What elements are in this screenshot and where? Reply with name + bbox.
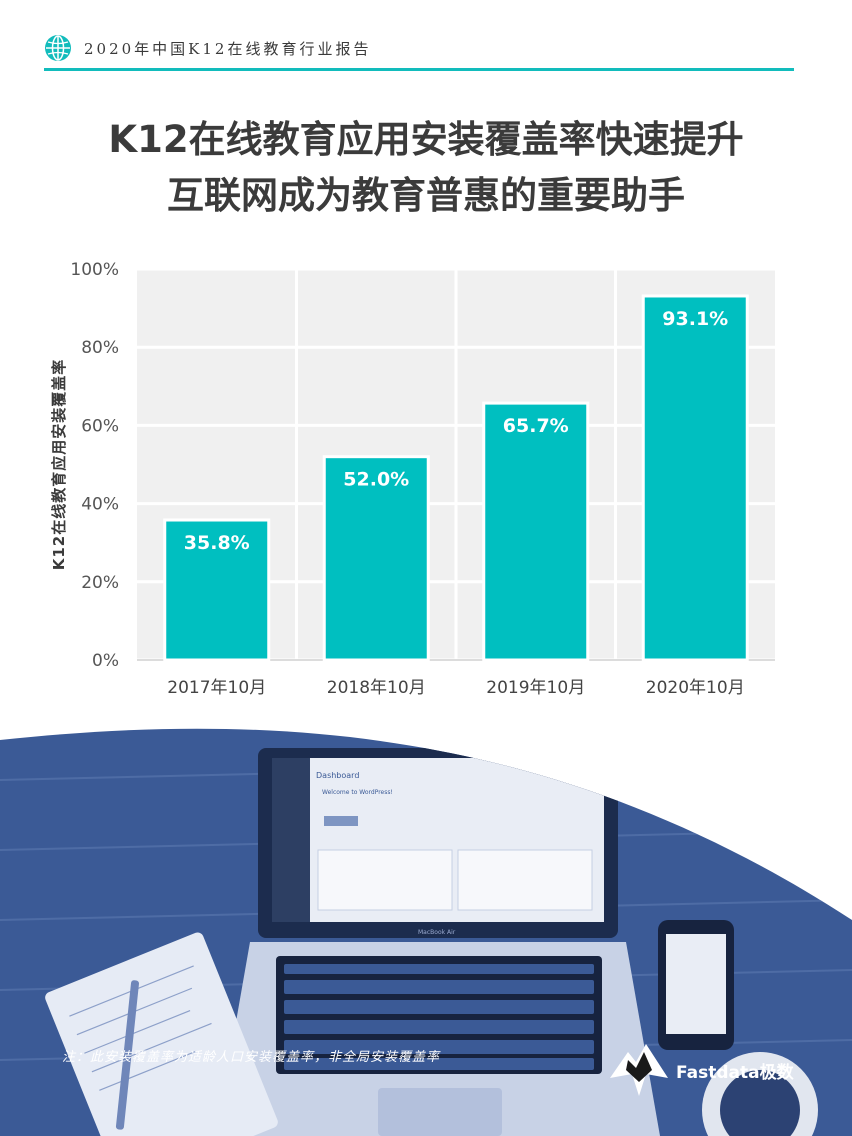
- x-tick-label: 2020年10月: [646, 678, 745, 698]
- y-tick-label: 0%: [92, 651, 119, 671]
- brand-name: Fastdata极数: [676, 1063, 794, 1083]
- footnote: 注：此安装覆盖率为适龄人口安装覆盖率，非全局安装覆盖率: [62, 1050, 441, 1065]
- y-tick-label: 60%: [81, 416, 119, 436]
- bar-value-label: 93.1%: [662, 308, 728, 330]
- bar: [163, 518, 271, 662]
- bar-value-label: 52.0%: [343, 469, 409, 491]
- headline-line-2: 互联网成为教育普惠的重要助手: [167, 174, 685, 217]
- report-title: 2020年中国K12在线教育行业报告: [84, 40, 372, 58]
- screen-welcome: Welcome to WordPress!: [322, 789, 393, 796]
- brand-logo: Fastdata极数: [606, 1036, 816, 1106]
- laptop-label: MacBook Air: [418, 929, 456, 936]
- mountain-logo-icon: [610, 1044, 668, 1096]
- bar: [482, 401, 590, 662]
- x-tick-label: 2018年10月: [327, 678, 426, 698]
- x-tick-label: 2019年10月: [486, 678, 585, 698]
- header-rule: [44, 68, 794, 71]
- laptop-photo: Dashboard Welcome to WordPress! MacBook …: [0, 728, 852, 1136]
- headline-line-1: K12在线教育应用安装覆盖率快速提升: [108, 118, 744, 161]
- globe-icon: [45, 35, 71, 61]
- y-axis-label: K12在线教育应用安装覆盖率: [50, 359, 68, 571]
- bar: [641, 294, 749, 662]
- bar-value-label: 35.8%: [184, 532, 250, 554]
- bar: [322, 455, 430, 662]
- screen-title: Dashboard: [316, 771, 359, 780]
- y-tick-label: 40%: [81, 495, 119, 515]
- y-tick-label: 80%: [81, 338, 119, 358]
- bar-value-label: 65.7%: [503, 415, 569, 437]
- report-header: 2020年中国K12在线教育行业报告: [44, 32, 794, 72]
- y-tick-label: 20%: [81, 573, 119, 593]
- bar-chart: 0% 20% 40% 60% 80% 100% 35.8% 2017年10月 52.0% 2018…: [50, 260, 775, 698]
- x-tick-label: 2017年10月: [167, 678, 266, 698]
- y-tick-label: 100%: [70, 260, 119, 280]
- headline: K12在线教育应用安装覆盖率快速提升 互联网成为教育普惠的重要助手: [0, 112, 852, 224]
